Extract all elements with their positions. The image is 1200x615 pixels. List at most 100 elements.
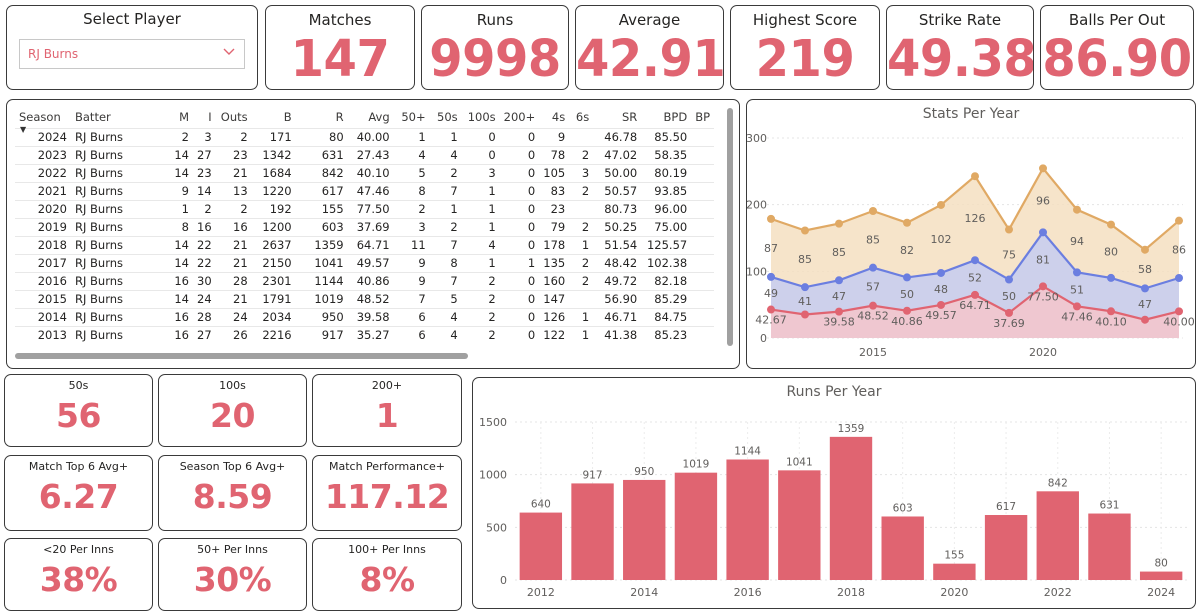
kpi-label: Season Top 6 Avg+	[179, 460, 286, 473]
column-header[interactable]: 6s	[575, 109, 590, 124]
data-point	[1141, 284, 1149, 293]
table-cell: 2	[169, 127, 193, 146]
table-cell: 5	[429, 289, 462, 308]
kpi-match-top6-avg: Match Top 6 Avg+ 6.27	[4, 455, 153, 531]
season-table-card: Season Batter M I Outs B R Avg 50+ 50s 100s 200+ 4s 6…	[6, 99, 740, 369]
table-cell: 80.73	[593, 199, 642, 218]
table-row[interactable]: 2013 RJ Burns 16 27 26 2216 917 35.27 6 4 2 0 122 1 41…	[15, 325, 715, 344]
bar	[829, 436, 873, 580]
table-cell: 1144	[295, 271, 348, 290]
y-tick-label: 500	[486, 521, 507, 534]
table-cell: 46.78	[593, 127, 642, 146]
data-label: 40.00	[1163, 315, 1195, 328]
data-point	[1175, 307, 1183, 316]
column-header[interactable]: SR	[621, 109, 638, 124]
data-point	[767, 305, 775, 314]
table-cell: RJ Burns	[71, 271, 169, 290]
column-header[interactable]: B	[283, 109, 292, 124]
table-cell: 85.29	[641, 289, 692, 308]
table-row[interactable]: 2023 RJ Burns 14 27 23 1342 631 27.43 4 4 0 0 78 2 47.…	[15, 145, 715, 164]
data-point	[971, 172, 979, 181]
table-row[interactable]: 2017 RJ Burns 14 22 21 2150 1041 49.57 9 8 1 1 135 2 4…	[15, 253, 715, 272]
table-cell: 1684	[251, 163, 296, 182]
data-label: 42.67	[755, 314, 787, 327]
table-cell: 8	[393, 181, 430, 200]
table-row[interactable]: 2022 RJ Burns 14 23 21 1684 842 40.10 5 2 3 0 105 3 50…	[15, 163, 715, 182]
table-cell: 9	[539, 127, 570, 146]
data-label: 917	[583, 469, 603, 481]
column-header[interactable]: Batter	[75, 109, 111, 124]
column-header[interactable]: 200+	[503, 109, 536, 124]
y-tick-label: 1500	[479, 416, 507, 429]
column-header[interactable]: I	[208, 109, 212, 124]
table-row[interactable]: 2015 RJ Burns 14 24 21 1791 1019 48.52 7 5 2 0 147 56…	[15, 289, 715, 308]
data-point	[1175, 216, 1183, 225]
data-label: 50	[1002, 290, 1016, 303]
table-cell: 40.86	[347, 271, 394, 290]
data-point	[1039, 282, 1047, 291]
data-label: 94	[1070, 235, 1084, 248]
bar	[1139, 571, 1183, 580]
table-cell: 6	[393, 307, 430, 326]
table-cell: 3	[569, 163, 594, 182]
data-point	[937, 200, 945, 209]
table-cell	[691, 307, 715, 326]
table-row[interactable]: 2016 RJ Burns 16 30 28 2301 1144 40.86 9 7 2 0 160 2 4…	[15, 271, 715, 290]
data-point	[1039, 164, 1047, 173]
table-cell: 1	[569, 307, 594, 326]
data-point	[971, 256, 979, 265]
y-tick-label: 200	[747, 199, 767, 212]
player-dropdown[interactable]: RJ Burns	[19, 39, 245, 69]
table-row[interactable]: 2018 RJ Burns 14 22 21 2637 1359 64.71 11 7 4 0 178 1…	[15, 235, 715, 254]
x-tick-label: 2020	[1029, 346, 1057, 359]
kpi-100plus-per-inns: 100+ Per Inns 8%	[312, 538, 462, 611]
table-cell: 40.00	[347, 127, 394, 146]
table-cell: 1	[429, 199, 462, 218]
x-tick-label: 2016	[734, 586, 762, 599]
table-cell: 23	[193, 163, 216, 182]
data-label: 37.69	[993, 317, 1025, 330]
table-cell: 1	[169, 199, 193, 218]
data-label: 1041	[786, 456, 813, 468]
table-cell: 85.23	[641, 325, 692, 344]
table-cell: 16	[193, 217, 216, 236]
data-point	[869, 263, 877, 272]
table-cell	[691, 235, 715, 254]
column-header[interactable]: 50s	[437, 109, 458, 124]
column-header[interactable]: 4s	[551, 109, 566, 124]
table-row[interactable]: 2019 RJ Burns 8 16 16 1200 603 37.69 3 2 1 0 79 2 50.2…	[15, 217, 715, 236]
table-cell: 9	[169, 181, 193, 200]
season-table-scroll[interactable]: Season Batter M I Outs B R Avg 50+ 50s 100s 200+ 4s 6…	[15, 106, 731, 350]
sort-descending-icon[interactable]: ▼	[20, 125, 27, 134]
table-cell: 5	[393, 163, 430, 182]
table-row[interactable]: 2014 RJ Burns 16 28 24 2034 950 39.58 6 4 2 0 126 1 46…	[15, 307, 715, 326]
horizontal-scrollbar[interactable]	[15, 353, 468, 359]
data-point	[1073, 268, 1081, 277]
data-label: 47.46	[1061, 310, 1093, 323]
column-header[interactable]: BP	[695, 109, 711, 124]
column-header[interactable]: 100s	[467, 109, 496, 124]
table-row[interactable]: 2021 RJ Burns 9 14 13 1220 617 47.46 8 7 1 0 83 2 50.5…	[15, 181, 715, 200]
table-cell: 85.50	[641, 127, 692, 146]
column-header[interactable]: 50+	[401, 109, 426, 124]
column-header[interactable]: Avg	[368, 109, 390, 124]
table-cell: 2018	[15, 235, 71, 254]
table-cell: 9	[393, 253, 430, 272]
table-cell: 37.69	[347, 217, 394, 236]
column-header[interactable]: BPD	[663, 109, 688, 124]
column-header[interactable]: Outs	[220, 109, 248, 124]
bar	[778, 470, 821, 580]
table-row[interactable]: 2024 RJ Burns 2 3 2 171 80 40.00 1 1 0 0 9 46.78 85.50	[15, 127, 715, 146]
bar	[1088, 513, 1131, 580]
data-label: 80	[1104, 245, 1118, 258]
column-header[interactable]: R	[335, 109, 344, 124]
table-row[interactable]: 2020 RJ Burns 1 2 2 192 155 77.50 2 1 1 0 23 80.73 96.…	[15, 199, 715, 218]
table-cell: 2013	[15, 325, 71, 344]
table-cell: 30	[193, 271, 216, 290]
bar	[1036, 491, 1079, 580]
column-header[interactable]: Season	[19, 109, 61, 124]
column-header[interactable]: M	[179, 109, 189, 124]
data-label: 1019	[683, 459, 710, 471]
vertical-scrollbar[interactable]	[727, 108, 733, 346]
